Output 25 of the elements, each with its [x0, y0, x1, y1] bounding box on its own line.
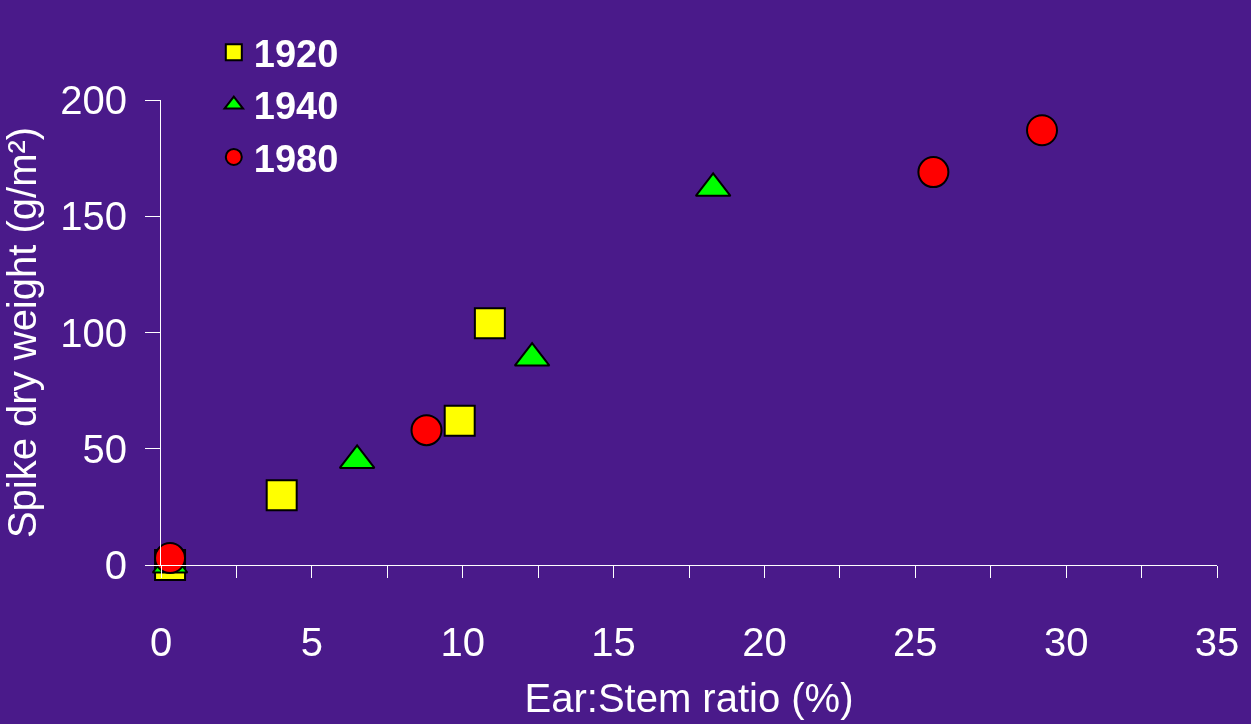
x-tick-label: 15	[591, 620, 636, 664]
x-tick-label: 25	[893, 620, 938, 664]
x-tick-label: 35	[1194, 620, 1240, 664]
legend-label: 1920	[253, 32, 339, 75]
y-axis-title: Spike dry weight (g/m²)	[0, 126, 44, 539]
y-tick-label: 50	[82, 426, 127, 471]
point	[1026, 114, 1059, 147]
y-tick-label: 100	[60, 310, 127, 355]
y-tick-label: 200	[60, 78, 127, 122]
x-tick-label: 0	[149, 620, 173, 664]
x-tick-label: 5	[300, 620, 323, 664]
x-tick-label: 30	[1043, 620, 1089, 664]
point	[917, 156, 950, 189]
point	[154, 542, 187, 575]
y-tick-label: 150	[60, 194, 127, 239]
point	[473, 307, 506, 340]
point	[443, 404, 476, 437]
point	[410, 414, 443, 447]
point	[265, 479, 298, 512]
legend-label: 1940	[253, 85, 339, 128]
legend-label: 1980	[253, 137, 339, 180]
x-tick-label: 10	[440, 620, 485, 664]
x-tick-label: 20	[742, 620, 787, 664]
y-tick-label: 0	[104, 543, 127, 587]
x-axis-title: Ear:Stem ratio (%)	[524, 675, 854, 720]
